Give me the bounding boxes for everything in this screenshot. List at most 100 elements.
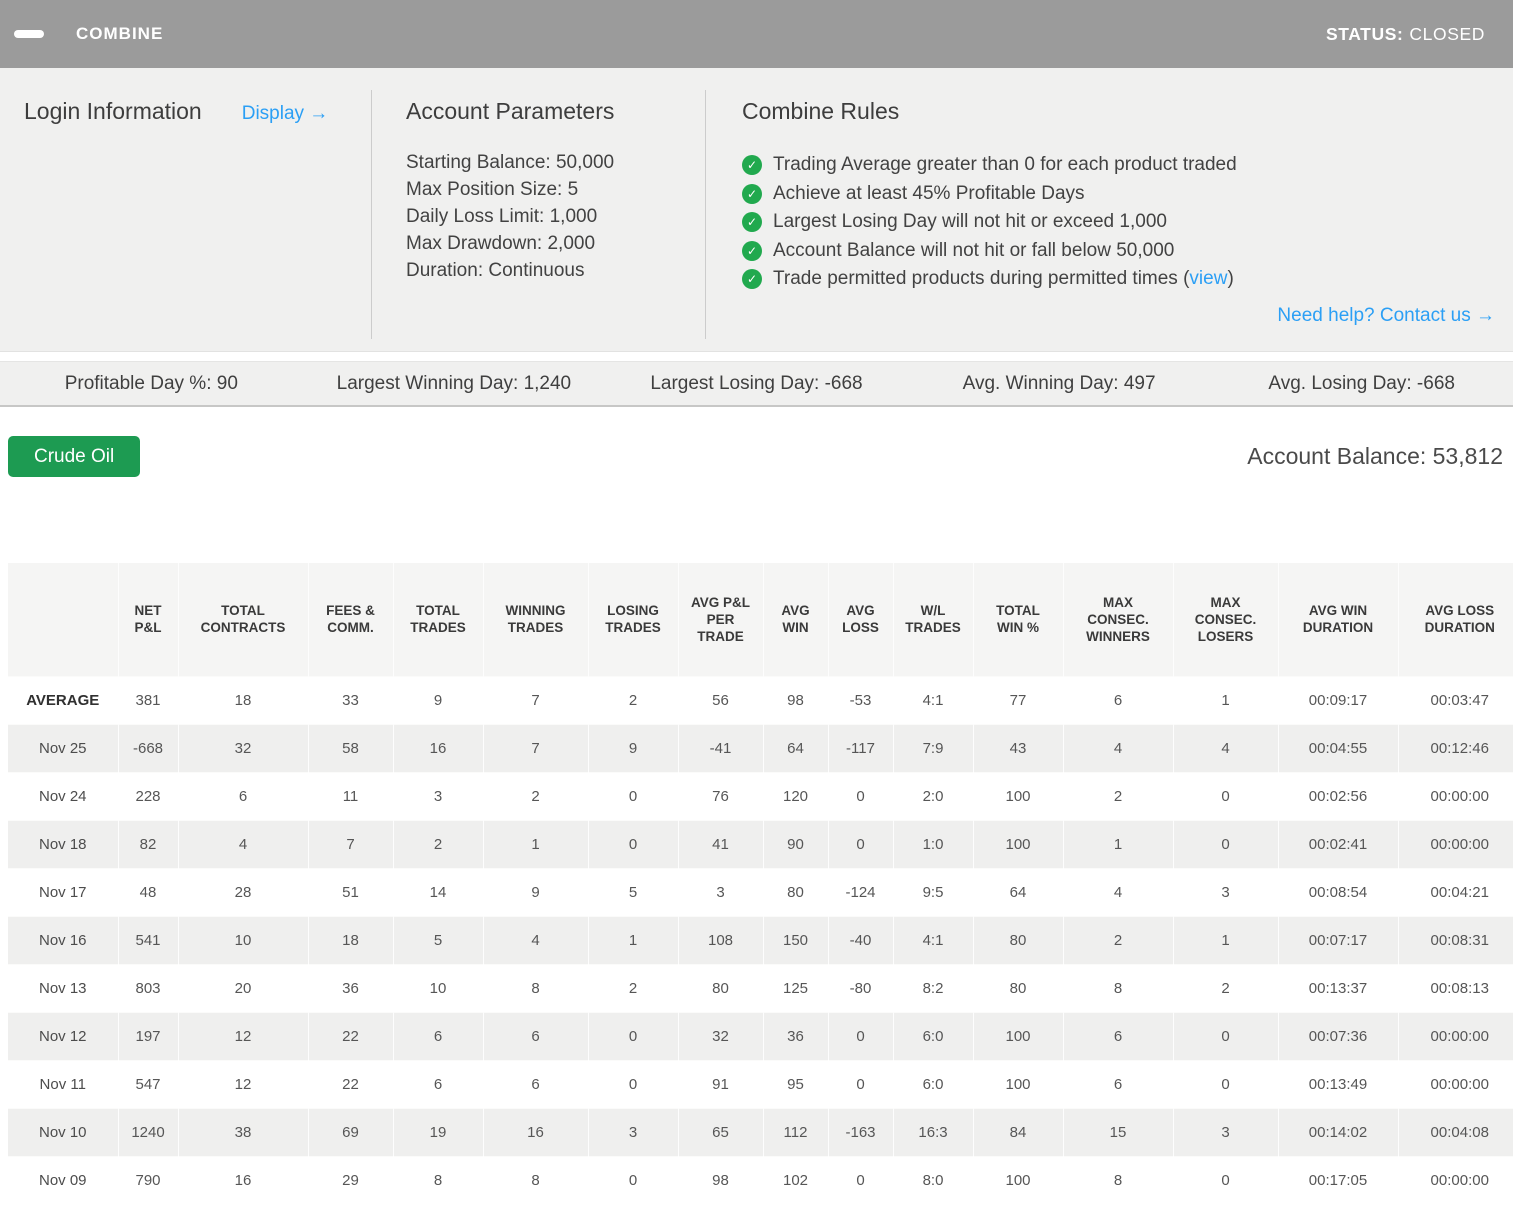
table-cell: 6 [1062,1060,1173,1108]
table-cell: -53 [827,676,893,724]
table-cell: 80 [972,964,1063,1012]
row-label: Nov 25 [38,739,87,757]
rule-text: Trade permitted products during permitte… [773,268,1234,290]
account-parameter-item: Max Drawdown: 2,000 [406,233,596,254]
status-value: CLOSED [1409,23,1485,44]
table-row: Nov 17 48 28 51 14 9 5 3 80 -124 9:5 64 4 3 00:08:54 00… [8,868,1513,916]
status-label: STATUS: [1325,23,1404,44]
table-cell: -163 [827,1108,893,1156]
table-cell: 100 [972,1012,1063,1060]
table-cell: 14 [392,868,483,916]
crude-oil-button[interactable]: Crude Oil [8,436,141,477]
table-cell: 1 [1062,820,1173,868]
account-parameter-item: Starting Balance: 50,000 [406,152,615,173]
table-cell: 95 [762,1060,828,1108]
row-label: Nov 11 [39,1075,86,1093]
row-label-column-header [8,563,118,676]
rule-text: Account Balance will not hit or fall bel… [773,239,1175,261]
table-cell: 65 [677,1108,763,1156]
table-cell: 3 [392,772,483,820]
table-row: Nov 09 790 16 29 8 8 0 98 102 0 8:0 100 8 0 00:17:05 00… [8,1156,1513,1204]
minus-icon[interactable] [14,30,44,38]
display-link[interactable]: Display → [241,103,329,124]
table-cell: 00:04:08 [1397,1108,1513,1156]
column-header: LOSING TRADES [587,563,678,676]
table-cell: 00:00:00 [1397,1060,1513,1108]
table-cell: 00:08:31 [1397,916,1513,964]
table-cell: 5 [587,868,678,916]
login-information-title: Login Information [24,98,202,124]
table-cell: 120 [762,772,828,820]
table-cell: 80 [762,868,828,916]
row-label: AVERAGE [26,691,100,709]
table-cell: 00:04:55 [1277,724,1398,772]
table-cell: 10 [177,916,308,964]
column-header: W/L TRADES [892,563,973,676]
table-cell: 43 [972,724,1063,772]
table-cell: 8:0 [892,1156,973,1204]
summary-stats-bar: Profitable Day %: 90 Largest Winning Day:… [0,361,1513,407]
table-cell: 1:0 [892,820,973,868]
row-label: Nov 17 [38,883,87,901]
table-cell: 98 [677,1156,763,1204]
table-row: Nov 16 541 10 18 5 4 1 108 150 -40 4:1 80 2 1 00:07:17… [8,916,1513,964]
column-header: TOTAL TRADES [392,563,483,676]
table-row: Nov 25 -668 32 58 16 7 9 -41 64 -117 7:9 43 4 4 00:04:… [8,724,1513,772]
view-link[interactable]: view [1189,268,1228,290]
table-cell: 90 [762,820,828,868]
rule-text: Achieve at least 45% Profitable Days [773,182,1085,204]
table-cell: 100 [972,1060,1063,1108]
table-cell: 98 [762,676,828,724]
table-cell: 82 [117,820,178,868]
check-circle-icon: ✓ [742,269,762,290]
table-cell: 58 [307,724,393,772]
divider [705,90,706,339]
table-row: Nov 11 547 12 22 6 6 0 91 95 0 6:0 100 6 0 00:13:49 00:… [8,1060,1513,1108]
table-cell: 0 [1172,772,1278,820]
rule-text: Trading Average greater than 0 for each … [773,154,1237,176]
table-cell: 3 [1172,868,1278,916]
table-cell: 69 [307,1108,393,1156]
table-cell: 112 [762,1108,828,1156]
table-cell: 22 [307,1060,393,1108]
table-cell: 4 [177,820,308,868]
table-cell: -41 [677,724,763,772]
combine-rule-item: ✓ Largest Losing Day will not hit or exce… [742,208,1497,237]
table-cell: 9:5 [892,868,973,916]
account-parameter-item: Duration: Continuous [406,260,585,281]
table-cell: 00:00:00 [1397,1012,1513,1060]
check-circle-icon: ✓ [742,240,762,261]
table-cell: 381 [117,676,178,724]
table-cell: 541 [117,916,178,964]
table-cell: 00:00:00 [1397,772,1513,820]
table-cell: 28 [177,868,308,916]
window-title-bar: COMBINE STATUS: CLOSED [0,0,1513,68]
column-header: FEES & COMM. [307,563,393,676]
table-cell: 2 [1172,964,1278,1012]
table-cell: 7 [482,724,588,772]
table-cell: 0 [587,1060,678,1108]
table-cell: 16 [482,1108,588,1156]
table-cell: -668 [117,724,178,772]
stat-item: Profitable Day %: 90 [64,372,238,394]
table-cell: 80 [677,964,763,1012]
column-header: MAX CONSEC. WINNERS [1062,563,1173,676]
contact-us-link[interactable]: Need help? Contact us → [1277,304,1495,326]
table-cell: 00:00:00 [1397,820,1513,868]
login-information-section: Login Information Display → [0,68,371,351]
table-cell: 8 [392,1156,483,1204]
table-cell: 6 [1062,676,1173,724]
help-link-row: Need help? Contact us → [742,305,1497,327]
column-header: MAX CONSEC. LOSERS [1172,563,1278,676]
table-cell: 76 [677,772,763,820]
table-cell: 2 [587,964,678,1012]
table-cell: 2 [1062,772,1173,820]
table-cell: 6:0 [892,1060,973,1108]
combine-rules-list: ✓ Trading Average greater than 0 for each… [742,151,1497,294]
column-header: AVG P&L PER TRADE [677,563,763,676]
table-cell: 4 [1172,724,1278,772]
table-cell: 1 [587,916,678,964]
table-cell: 80 [972,916,1063,964]
table-cell: 41 [677,820,763,868]
table-cell: 0 [587,820,678,868]
